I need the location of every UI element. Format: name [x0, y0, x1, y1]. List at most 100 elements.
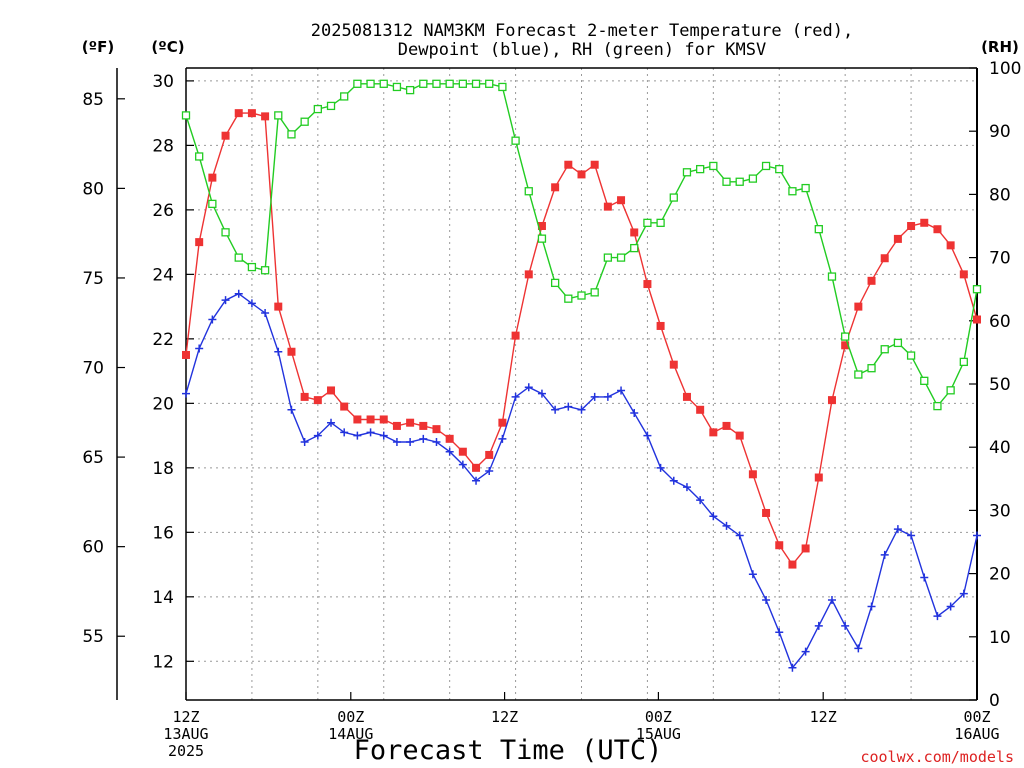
temperature-point [722, 421, 731, 430]
rh-point [630, 243, 639, 253]
chart-subtitle: Dewpoint (blue), RH (green) for KMSV [398, 40, 766, 60]
temperature-point [959, 270, 968, 279]
rh-point [788, 187, 797, 196]
rh-point [392, 82, 402, 92]
dewpoint-point [419, 434, 428, 443]
dewpoint-point [392, 438, 401, 447]
rh-point [748, 174, 758, 183]
temperature-point [406, 418, 415, 427]
temperature-point [814, 473, 823, 482]
dewpoint-point [788, 663, 797, 672]
dewpoint-point [920, 573, 929, 582]
temperature-point [379, 415, 388, 424]
rh-point [485, 79, 494, 88]
dewpoint-point [313, 431, 322, 440]
temperature-point [247, 109, 256, 118]
dewpoint-point [722, 521, 731, 530]
dewpoint-point [274, 347, 283, 356]
rh-point [801, 183, 810, 193]
rh-tick-label: 40 [989, 438, 1011, 458]
rh-point [656, 218, 665, 227]
x-tick-label: 13AUG [163, 725, 208, 743]
chart-title: 2025081312 NAM3KM Forecast 2-meter Tempe… [311, 21, 853, 41]
temperature-point [432, 425, 441, 434]
celsius-tick-label: 30 [152, 72, 174, 92]
rh-point [603, 253, 613, 262]
fahrenheit-tick-label: 60 [82, 538, 104, 558]
temperature-point [788, 560, 797, 569]
dewpoint-point [643, 431, 652, 440]
rh-point [353, 79, 362, 88]
dewpoint-point [485, 467, 494, 476]
rh-point [761, 161, 771, 171]
temperature-point [643, 280, 652, 289]
temperature-point [709, 428, 718, 437]
dewpoint-point [353, 431, 362, 440]
temperature-point [472, 463, 481, 472]
dewpoint-point [577, 405, 586, 414]
temperature-point [827, 396, 836, 405]
rh-axis-label: (RH) [981, 38, 1019, 56]
rh-point [643, 218, 652, 227]
dewpoint-point [379, 431, 388, 440]
dewpoint-point [247, 299, 256, 308]
rh-point [208, 199, 217, 209]
celsius-tick-label: 14 [152, 588, 174, 608]
temperature-point [880, 254, 889, 263]
x-tick-label: 2025 [168, 742, 204, 760]
fahrenheit-tick-label: 55 [82, 627, 104, 647]
rh-point [366, 79, 375, 88]
dewpoint-point [432, 438, 441, 447]
dewpoint-point [208, 315, 217, 324]
dewpoint-point [735, 531, 744, 540]
dewpoint-point [537, 389, 546, 398]
dewpoint-point [300, 438, 309, 447]
rh-point [260, 266, 270, 275]
rh-point [300, 117, 309, 126]
rh-point [682, 168, 692, 177]
x-tick-label: 00Z [337, 708, 364, 726]
temperature-point [973, 315, 981, 324]
rh-point [669, 193, 678, 202]
fahrenheit-tick-label: 80 [82, 179, 104, 199]
dewpoint-point [656, 463, 665, 472]
rh-point [709, 161, 718, 171]
temperature-point [748, 470, 757, 479]
rh-point [735, 177, 744, 186]
temperature-point [907, 222, 916, 230]
dewpoint-point [867, 602, 876, 611]
dewpoint-point [511, 392, 520, 401]
rh-tick-label: 30 [989, 501, 1011, 521]
rh-point [326, 101, 336, 111]
dewpoint-point [696, 496, 705, 505]
fahrenheit-tick-label: 85 [82, 90, 104, 110]
celsius-tick-label: 26 [152, 201, 174, 221]
rh-point [195, 152, 204, 161]
series-layer [181, 79, 982, 672]
rh-tick-label: 100 [989, 59, 1021, 79]
rh-point [313, 104, 322, 114]
dewpoint-point [827, 596, 836, 605]
x-tick-label: 12Z [810, 708, 837, 726]
temperature-point [854, 302, 863, 311]
fahrenheit-axis-label: (ºF) [82, 38, 114, 56]
dewpoint-point [406, 438, 415, 447]
watermark: coolwx.com/models [860, 748, 1014, 766]
dewpoint-point [445, 447, 454, 456]
rh-point [445, 79, 454, 88]
dewpoint-point [933, 612, 942, 621]
temperature-point [656, 321, 665, 330]
celsius-tick-label: 16 [152, 523, 174, 543]
temperature-point [498, 418, 507, 427]
rh-point [616, 253, 626, 262]
rh-tick-label: 0 [989, 691, 1000, 711]
dewpoint-point [880, 550, 889, 559]
dewpoint-point [524, 383, 533, 392]
rh-point [234, 253, 243, 262]
dewpoint-point [959, 589, 968, 598]
dewpoint-point [261, 309, 270, 318]
dewpoint-point [327, 418, 336, 427]
rh-point [564, 294, 573, 303]
rh-point [906, 351, 916, 360]
celsius-tick-label: 28 [152, 136, 174, 156]
